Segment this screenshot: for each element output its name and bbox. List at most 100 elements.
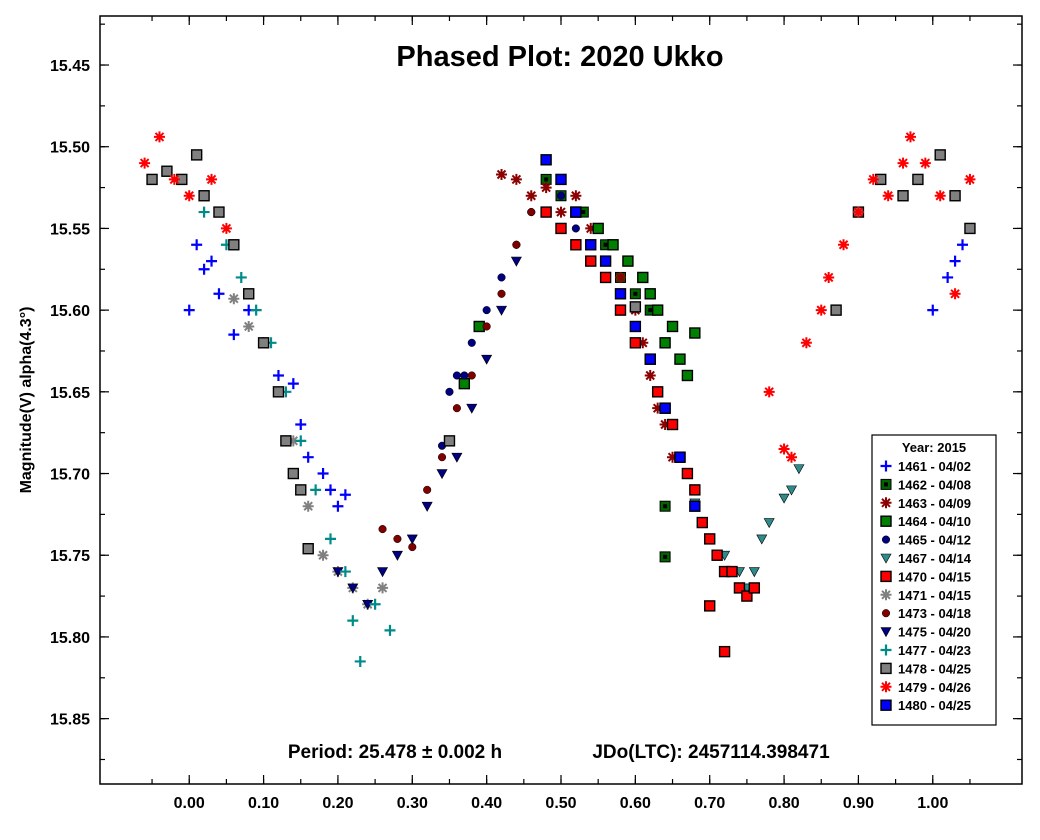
data-point: [481, 354, 493, 365]
data-point: [622, 255, 634, 267]
data-point: [161, 165, 173, 177]
data-point: [146, 173, 158, 186]
data-point: [287, 378, 299, 390]
data-point: [934, 190, 946, 202]
data-point: [512, 240, 521, 249]
y-tick-label: 15.55: [50, 221, 90, 238]
legend-label: 1470 - 04/15: [898, 569, 971, 584]
data-point: [718, 645, 731, 658]
data-point: [919, 157, 931, 169]
data-point: [666, 320, 679, 333]
data-point: [964, 173, 976, 185]
data-point: [540, 206, 552, 218]
data-point-dot: [663, 554, 668, 559]
data-point: [198, 190, 210, 202]
data-point: [347, 615, 359, 627]
data-point: [228, 239, 240, 251]
data-point: [726, 565, 738, 578]
data-point: [571, 224, 580, 233]
data-point: [570, 190, 582, 202]
data-point: [168, 173, 180, 185]
data-point: [339, 489, 351, 501]
data-point: [384, 624, 396, 636]
x-tick-label: 0.60: [620, 795, 651, 812]
data-point: [585, 239, 597, 251]
data-point: [667, 451, 679, 463]
data-point: [629, 320, 642, 333]
data-point: [378, 525, 387, 534]
y-tick-label: 15.45: [50, 58, 90, 75]
legend-label: 1465 - 04/12: [898, 533, 971, 548]
data-point: [644, 288, 656, 300]
data-point: [302, 500, 314, 512]
data-point: [674, 353, 686, 365]
y-tick-label: 15.75: [50, 548, 90, 565]
data-point: [540, 182, 552, 194]
data-point: [317, 549, 329, 561]
data-point: [482, 322, 491, 331]
legend-marker: [881, 535, 891, 544]
data-point: [614, 304, 627, 316]
data-point: [689, 484, 701, 496]
data-point: [637, 337, 649, 349]
data-point: [570, 239, 582, 251]
legend-box: [871, 434, 997, 726]
data-point: [272, 369, 284, 381]
data-point: [882, 190, 894, 202]
x-tick-label: 0.10: [248, 795, 279, 812]
data-point: [785, 485, 798, 496]
x-tick-label: 0.70: [694, 795, 725, 812]
data-point: [228, 293, 240, 305]
data-point: [652, 402, 664, 414]
data-point: [466, 403, 478, 414]
series-13: [540, 154, 701, 512]
x-tick-label: 0.30: [397, 795, 428, 812]
data-point: [897, 157, 909, 169]
data-point: [452, 371, 461, 380]
legend-label: 1462 - 04/08: [898, 477, 971, 492]
legend-label: 1467 - 04/14: [898, 551, 972, 566]
series-8: [378, 208, 536, 552]
data-point: [452, 404, 461, 413]
legend-marker: [880, 589, 892, 601]
data-point: [393, 534, 402, 543]
data-point: [651, 304, 664, 316]
data-point: [235, 271, 247, 283]
data-point: [778, 443, 790, 455]
data-point: [540, 154, 552, 166]
data-point: [496, 169, 508, 181]
series-6: [540, 206, 761, 658]
data-point: [460, 371, 469, 380]
data-point: [510, 173, 522, 185]
data-point: [325, 484, 336, 496]
data-point: [756, 534, 768, 545]
data-point: [629, 301, 642, 313]
series-10: [198, 206, 396, 667]
data-point: [942, 271, 954, 283]
legend-label: 1473 - 04/18: [898, 606, 971, 621]
data-point: [377, 567, 389, 578]
data-point: [458, 377, 471, 390]
data-point: [704, 533, 716, 545]
legend-marker: [880, 627, 892, 638]
legend-title: Year: 2015: [902, 440, 966, 455]
data-point: [949, 288, 961, 300]
data-point: [272, 386, 285, 398]
data-point: [183, 190, 195, 202]
data-point: [213, 288, 225, 300]
data-point: [957, 239, 969, 251]
data-point: [556, 191, 566, 200]
data-point: [904, 131, 916, 143]
data-point: [681, 369, 694, 382]
data-point: [190, 149, 203, 161]
data-point: [897, 190, 909, 202]
series-7: [228, 293, 389, 610]
data-point: [467, 338, 476, 347]
data-point: [191, 239, 203, 251]
data-point: [629, 337, 642, 349]
data-point: [637, 271, 649, 284]
x-tick-label: 1.00: [917, 795, 948, 812]
data-point: [711, 549, 723, 561]
data-point: [257, 337, 270, 349]
series-0: [183, 239, 969, 512]
